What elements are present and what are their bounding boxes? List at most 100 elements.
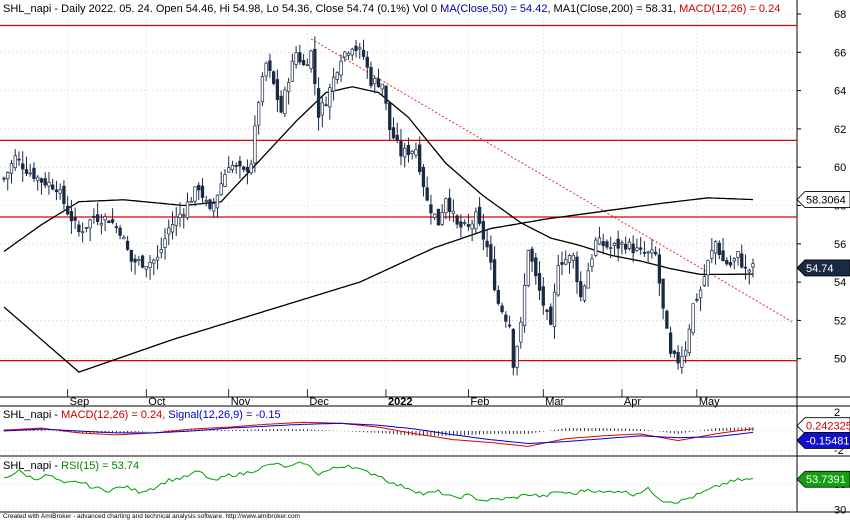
x-axis-label: Feb	[470, 396, 489, 408]
candle	[129, 249, 133, 272]
svg-text:58.3064: 58.3064	[806, 195, 846, 207]
signal-value-badge: -0.154816	[796, 432, 850, 449]
macd-header-value: MACD(12,26) = 0.24,	[61, 409, 165, 421]
candle	[433, 213, 437, 221]
header-sep: -	[51, 3, 61, 15]
candle	[118, 224, 122, 240]
candle	[88, 218, 92, 242]
candle	[320, 95, 324, 128]
x-axis-label: Sep	[70, 396, 90, 408]
candle	[328, 83, 332, 120]
rsi-header-symbol: SHL_napi	[3, 460, 51, 472]
candle	[249, 159, 253, 175]
price-tick-label: 62	[834, 124, 846, 136]
candle	[410, 150, 414, 160]
candle	[541, 277, 545, 315]
candle	[275, 69, 280, 113]
candle	[182, 208, 186, 229]
macd-value-badge: 0.242325	[796, 417, 850, 435]
candle	[58, 183, 62, 200]
x-axis-label: 2022	[388, 396, 412, 408]
candle	[350, 47, 354, 61]
ma200-value-badge: 58.3064	[796, 191, 850, 208]
candle	[9, 159, 14, 184]
candle	[305, 58, 309, 67]
candle	[545, 308, 549, 321]
candle	[485, 230, 489, 257]
candle	[530, 246, 534, 272]
macd-header-signal: Signal(12,26,9) = -0.15	[168, 409, 280, 421]
candle	[343, 50, 347, 62]
candle	[155, 245, 160, 270]
candle	[242, 165, 246, 173]
candle	[159, 237, 163, 259]
candle	[103, 213, 107, 232]
candle	[616, 230, 620, 262]
signal-line	[3, 422, 754, 445]
moving-averages	[3, 86, 754, 373]
candle	[365, 51, 369, 79]
candle	[47, 172, 51, 195]
candle	[653, 246, 658, 257]
candle	[676, 345, 680, 370]
candle	[710, 238, 714, 264]
price-tick-label: 52	[834, 315, 846, 327]
candle	[238, 156, 242, 179]
candle	[271, 70, 276, 86]
candle	[346, 51, 351, 60]
candle	[376, 68, 381, 88]
candle	[388, 102, 392, 141]
candle	[732, 257, 736, 270]
macd-tick-label: -2	[834, 445, 844, 457]
candle	[174, 207, 178, 236]
candle	[43, 172, 47, 189]
candle	[331, 67, 336, 101]
candle	[605, 239, 609, 250]
candle	[245, 159, 250, 185]
candle	[489, 235, 493, 271]
candle	[519, 316, 523, 349]
candle	[725, 257, 729, 266]
candle	[21, 151, 25, 183]
candle	[13, 149, 17, 171]
candle	[477, 196, 482, 227]
candle	[324, 96, 328, 107]
candle	[335, 71, 339, 84]
candle	[466, 213, 471, 232]
candle	[504, 311, 508, 328]
candle	[294, 46, 298, 69]
candle	[39, 177, 44, 195]
candle	[650, 238, 654, 259]
ma200-line	[3, 197, 754, 373]
svg-text:0.242325: 0.242325	[806, 421, 850, 433]
x-axis-labels: Sep Oct Nov Dec 2022 Feb Mar Apr May	[67, 389, 720, 408]
candle	[713, 240, 718, 265]
price-tick-label: 66	[834, 47, 846, 59]
candle	[560, 251, 564, 276]
x-axis-label: May	[699, 396, 720, 408]
candle	[642, 241, 647, 258]
header-ohlc: Open 54.46, Hi 54.98, Lo 54.36, Close 54…	[156, 3, 437, 15]
candle	[567, 253, 572, 274]
candle	[114, 222, 119, 234]
candle	[575, 251, 579, 294]
candle	[728, 255, 733, 268]
candle	[635, 238, 639, 253]
candle	[62, 180, 66, 210]
candle	[444, 197, 448, 220]
candle	[537, 261, 542, 300]
candle	[455, 214, 459, 229]
candle	[564, 250, 568, 266]
candle	[436, 208, 441, 226]
candle	[695, 293, 699, 303]
rsi-tick-label: 30	[834, 504, 846, 516]
candle	[163, 228, 167, 260]
price-tick-label: 54	[834, 277, 846, 289]
candle	[339, 54, 343, 83]
candle	[429, 194, 433, 225]
candle	[286, 77, 291, 105]
svg-text:53.7391: 53.7391	[806, 474, 846, 486]
candle	[309, 49, 313, 73]
candle	[200, 178, 205, 203]
grid	[0, 13, 797, 397]
